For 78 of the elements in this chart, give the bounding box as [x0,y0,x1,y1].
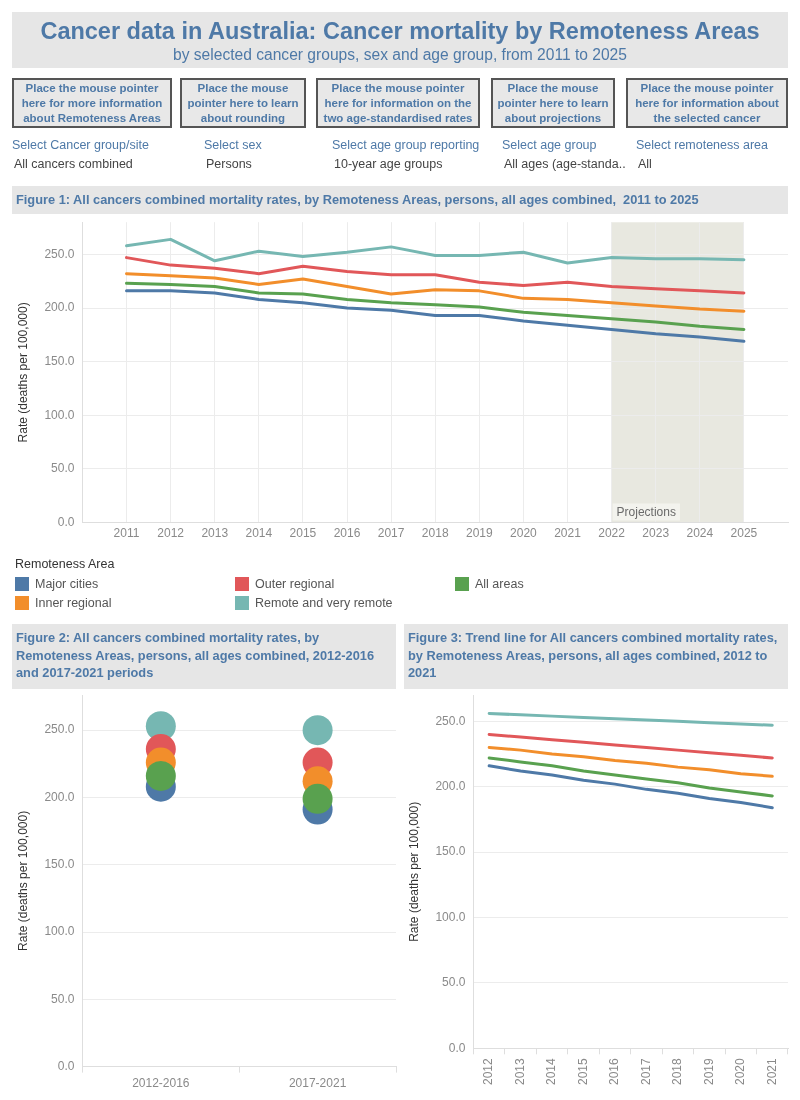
legend-label: All areas [475,576,524,591]
y-tick-label: 250.0 [44,246,75,261]
x-tick-label: 2014 [544,1057,559,1086]
x-tick-label: 2015 [575,1057,590,1086]
y-tick-label: 200.0 [44,300,75,315]
y-tick-label: 150.0 [44,353,75,368]
text: Select Cancer group/site [12,138,149,152]
x-tick-label: 2013 [512,1057,527,1086]
x-tick-label: 2012-2016 [132,1076,190,1091]
x-tick-label: 2019 [701,1057,716,1086]
x-tick-label: 2019 [465,526,493,541]
text: All ages (age-standa.. [504,157,626,171]
text: Select remoteness area [636,138,769,152]
point [302,783,333,814]
text: Place the mouse pointer here for information about the selected cancer [626,78,788,128]
x-tick-label: 2012 [481,1057,496,1086]
text: All cancers combined [14,157,133,171]
text: Cancer data in Australia: Cancer mortality by Remoteness Areas [39,17,761,45]
y-axis-title: Rate (deaths per 100,000) [15,810,30,951]
x-tick-label: 2018 [421,526,449,541]
y-axis-title: Rate (deaths per 100,000) [15,302,30,443]
x-tick-label: 2014 [245,526,273,541]
y-tick-label: 0.0 [57,514,75,529]
x-tick-label: 2015 [289,526,317,541]
point [302,715,333,746]
y-tick-label: 0.0 [448,1040,466,1055]
y-tick-label: 100.0 [44,924,75,939]
text: Place the mouse pointer here for information on the two age-standardised rates [316,78,480,128]
text: Place the mouse pointer here to learn about projections [491,78,615,128]
text: Select age group reporting [332,138,480,152]
y-tick-label: 100.0 [435,909,466,924]
text: Place the mouse pointer here for more information about Remoteness Areas [12,78,172,128]
text: by selected cancer groups, sex and age group, from 2011 to 2025 [172,45,628,65]
x-tick-label: 2017 [377,526,405,541]
x-tick-label: 2021 [554,526,582,541]
chart-title: Figure 3: Trend line for All cancers combined mortality rates, by Remoteness Areas, persons, all ages combined, 2012 to 2021 [404,624,788,689]
y-axis-title: Rate (deaths per 100,000) [406,801,421,942]
y-tick-label: 250.0 [44,722,75,737]
y-tick-label: 250.0 [435,713,466,728]
legend-title: Remoteness Area [15,556,116,572]
band-label: Projections [616,504,676,519]
x-tick-label: 2011 [113,526,140,541]
x-tick-label: 2020 [510,526,538,541]
y-tick-label: 0.0 [57,1058,75,1073]
text: Persons [206,157,252,171]
x-tick-label: 2021 [764,1057,779,1086]
y-tick-label: 50.0 [442,975,466,990]
text: 10-year age groups [334,157,443,171]
x-tick-label: 2020 [733,1057,748,1086]
point [145,760,176,791]
x-tick-label: 2016 [607,1057,622,1086]
legend-label: Remote and very remote [255,595,393,610]
y-tick-label: 200.0 [44,789,75,804]
x-tick-label: 2022 [598,526,626,541]
text: Place the mouse pointer here to learn about rounding [180,78,306,128]
legend-label: Major cities [35,576,99,591]
x-tick-label: 2016 [333,526,361,541]
x-tick-label: 2024 [686,526,714,541]
text: Select sex [204,138,262,152]
x-tick-label: 2023 [642,526,670,541]
y-tick-label: 50.0 [51,991,75,1006]
x-tick-label: 2013 [201,526,229,541]
legend-label: Inner regional [35,595,112,610]
y-tick-label: 150.0 [44,857,75,872]
legend-label: Outer regional [255,576,335,591]
x-tick-label: 2012 [157,526,185,541]
text: All [638,157,652,171]
chart-title: Figure 2: All cancers combined mortality rates, by Remoteness Areas, persons, all ages combined, 2012-2016 and 2017-2021 periods [12,624,396,689]
x-tick-label: 2018 [670,1057,685,1086]
y-tick-label: 50.0 [51,461,75,476]
x-tick-label: 2025 [730,526,758,541]
text: Select age group [502,138,597,152]
x-tick-label: 2017-2021 [288,1076,347,1091]
chart-title: Figure 1: All cancers combined mortality rates, by Remoteness Areas, persons, all ages combined, 2011 to 2025 [12,186,788,214]
y-tick-label: 100.0 [44,407,75,422]
y-tick-label: 150.0 [435,844,466,859]
x-tick-label: 2017 [638,1057,653,1086]
y-tick-label: 200.0 [435,779,466,794]
